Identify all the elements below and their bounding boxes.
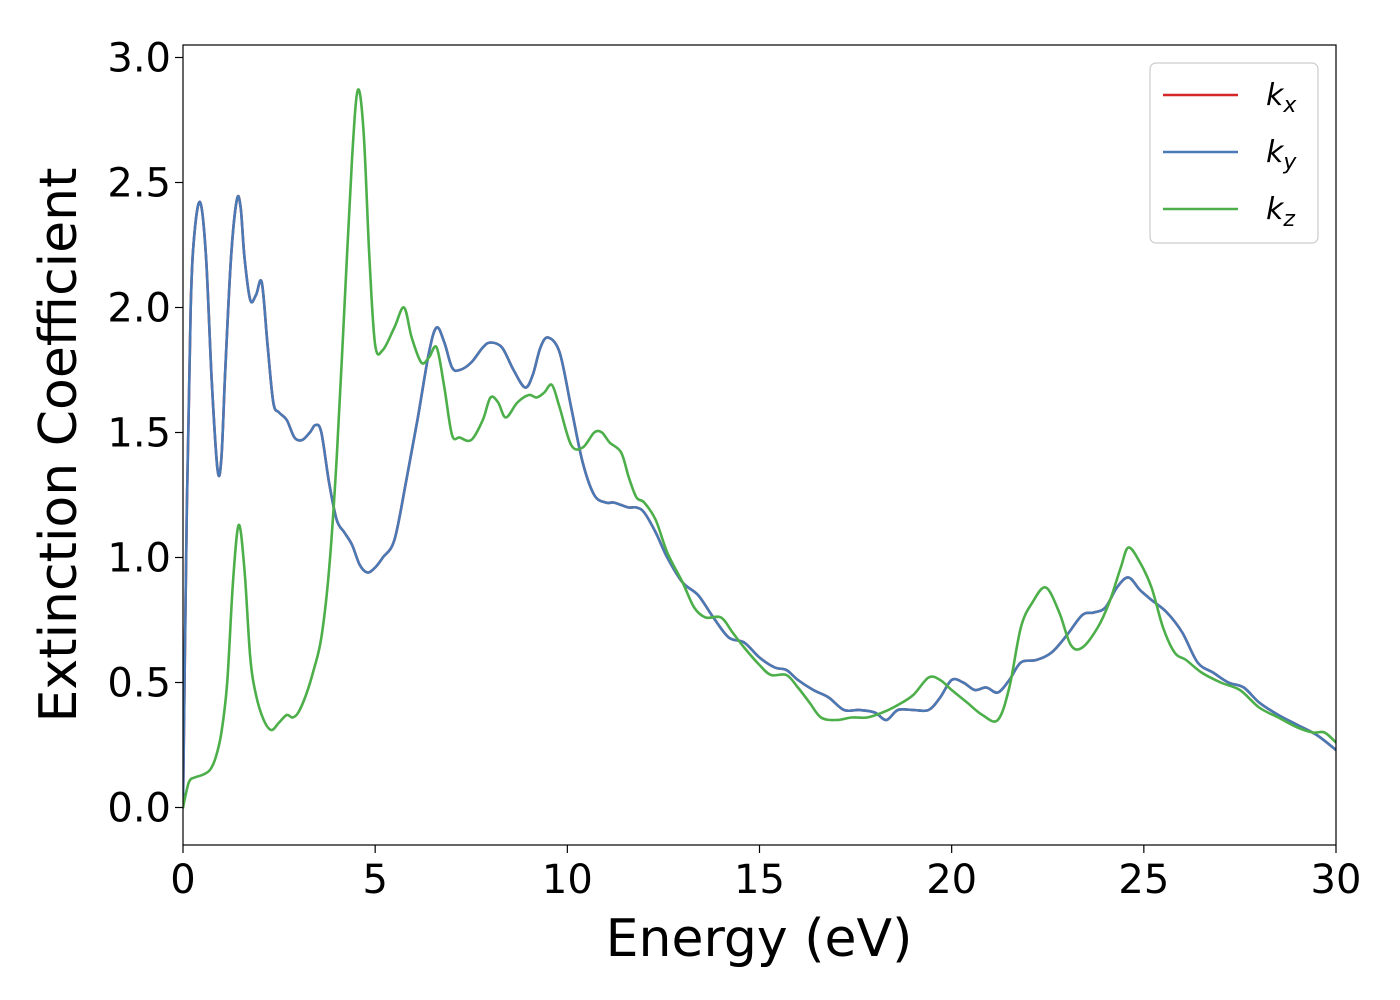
x-tick-label: 20 <box>926 857 977 903</box>
x-tick-label: 10 <box>542 857 593 903</box>
y-tick-label: 2.5 <box>107 161 171 207</box>
x-tick-label: 5 <box>362 857 387 903</box>
series-line-ky <box>183 194 1336 809</box>
x-tick-label: 0 <box>170 857 195 903</box>
y-tick-label: 2.0 <box>107 286 171 332</box>
legend-subscript: y <box>1282 150 1297 175</box>
series-layer <box>183 88 1336 809</box>
x-tick-label: 30 <box>1311 857 1362 903</box>
x-tick-label: 25 <box>1118 857 1169 903</box>
x-axis: 0 5 10 15 20 25 30 <box>170 845 1361 903</box>
x-axis-label: Energy (eV) <box>606 909 913 969</box>
y-tick-label: 0.0 <box>107 786 171 832</box>
y-tick-label: 3.0 <box>107 36 171 82</box>
x-tick-label: 15 <box>734 857 785 903</box>
y-axis: 0.0 0.5 1.0 1.5 2.0 2.5 3.0 <box>107 36 183 832</box>
y-tick-label: 1.0 <box>107 536 171 582</box>
legend-subscript: z <box>1282 207 1295 232</box>
y-axis-label: Extinction Coefficient <box>29 168 89 723</box>
y-tick-label: 0.5 <box>107 661 171 707</box>
series-line-kz <box>183 88 1336 809</box>
y-tick-label: 1.5 <box>107 411 171 457</box>
legend-subscript: x <box>1282 93 1297 118</box>
